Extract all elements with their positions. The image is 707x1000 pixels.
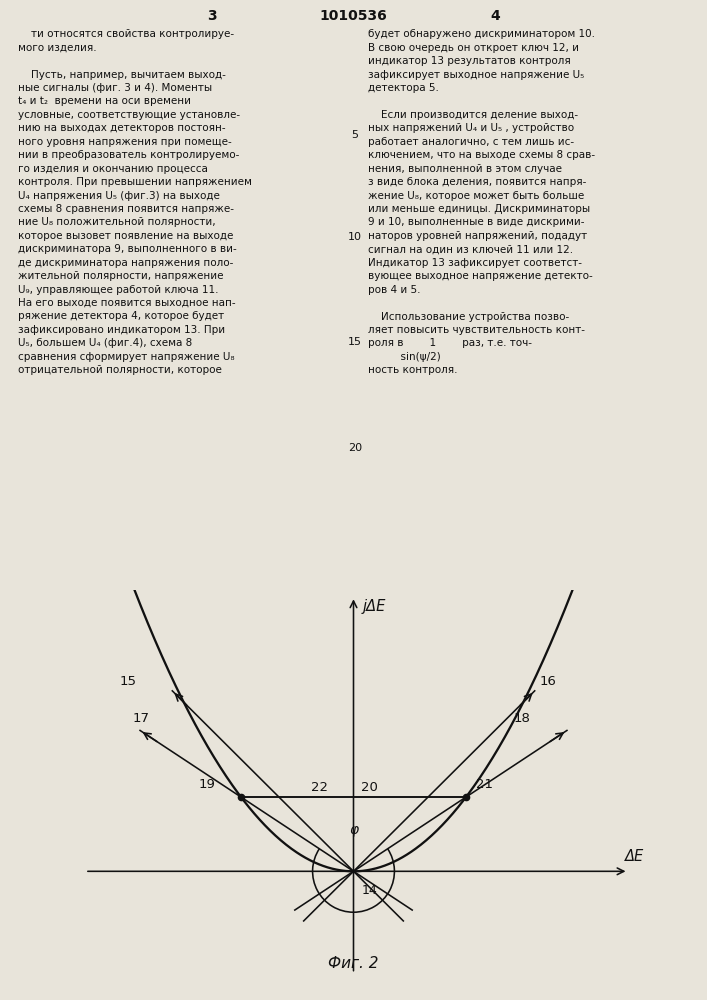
Text: 16: 16 bbox=[540, 675, 556, 688]
Text: 22: 22 bbox=[311, 781, 328, 794]
Text: 21: 21 bbox=[477, 778, 493, 791]
Text: 4: 4 bbox=[490, 9, 500, 23]
Text: jΔE: jΔE bbox=[363, 599, 386, 614]
Text: 3: 3 bbox=[207, 9, 217, 23]
Text: 15: 15 bbox=[119, 675, 136, 688]
Text: 1010536: 1010536 bbox=[320, 9, 387, 23]
Text: будет обнаружено дискриминатором 10.
В свою очередь он откроет ключ 12, и
индика: будет обнаружено дискриминатором 10. В с… bbox=[368, 29, 595, 375]
Text: 18: 18 bbox=[513, 712, 530, 725]
Text: 20: 20 bbox=[361, 781, 378, 794]
Text: 20: 20 bbox=[348, 443, 362, 453]
Text: 15: 15 bbox=[348, 337, 362, 347]
Text: 19: 19 bbox=[199, 778, 216, 791]
Text: 10: 10 bbox=[348, 232, 362, 242]
Text: Фиг. 2: Фиг. 2 bbox=[328, 956, 379, 971]
Text: 5: 5 bbox=[351, 130, 358, 140]
Text: ΔE: ΔE bbox=[624, 849, 644, 864]
Text: ти относятся свойства контролируе-
мого изделия.

    Пусть, например, вычитаем : ти относятся свойства контролируе- мого … bbox=[18, 29, 252, 375]
Text: 17: 17 bbox=[132, 712, 149, 725]
Text: φ: φ bbox=[349, 823, 358, 837]
Text: 14: 14 bbox=[361, 884, 377, 897]
